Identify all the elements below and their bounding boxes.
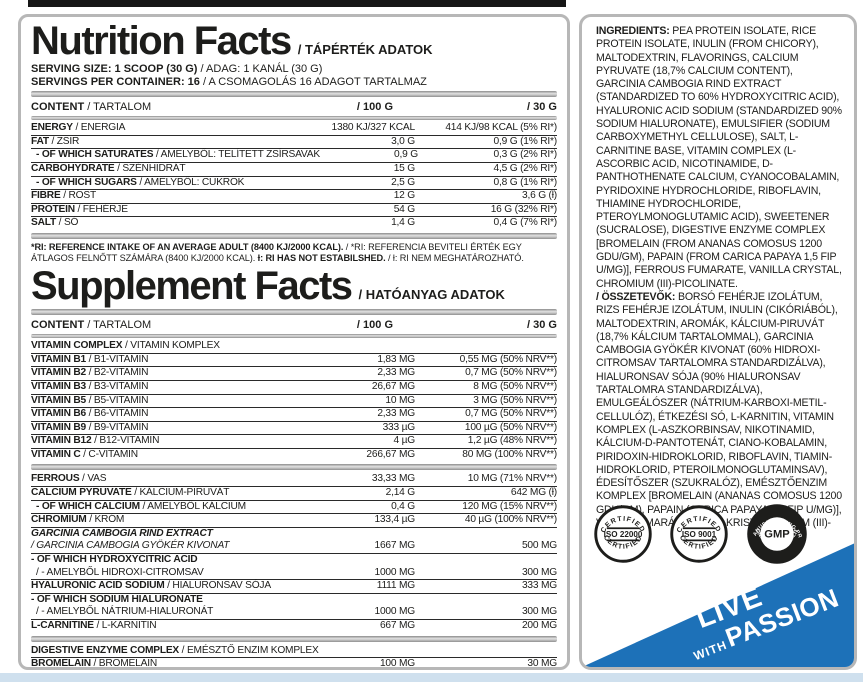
divider-bar	[31, 334, 557, 339]
table-row-fibre: FIBRE / ROST 12 G 3,6 G (ƚ)	[31, 189, 557, 202]
table-row-energy: ENERGY / ENERGIA 1380 KJ/327 KCAL 414 KJ/9…	[31, 122, 557, 134]
header-content: CONTENT / TARTALOM	[31, 319, 152, 332]
bottom-blue-band	[0, 673, 863, 682]
divider-bar	[31, 635, 557, 642]
header-content: CONTENT / TARTALOM	[31, 101, 152, 114]
servings-per-container-line: SERVINGS PER CONTAINER: 16 / A CSOMAGOLÁ…	[31, 76, 557, 89]
table-row-of-which-calcium: - OF WHICH CALCIUM / AMELYBŐL KÁLCIUM 0,4…	[31, 499, 557, 514]
table-row-vitamin-b5: VITAMIN B5 / B5-VITAMIN 10 MG 3 MG (50% NR…	[31, 393, 557, 406]
iso-22000-badge: CERTIFIED CERTIFIED ISO 22000	[594, 505, 652, 563]
divider-bar	[31, 91, 557, 98]
table-row-vitamin-b12: VITAMIN B12 / B12-VITAMIN 4 µG 1,2 µG (48%…	[31, 434, 557, 447]
table-row-vitamin-c: VITAMIN C / C-VITAMIN 266,67 MG 80 MG (100…	[31, 447, 557, 460]
gmp-badge: GOOD MANUFACTURING PRACTICE CONSISTENT Q…	[746, 503, 807, 564]
table-row-sodium-hialuronate: - OF WHICH SODIUM HIALURONATE / - AMELYB…	[31, 592, 557, 618]
table-row-vitamin-complex: VITAMIN COMPLEX / VITAMIN KOMPLEX	[31, 340, 220, 352]
table-row-vitamin-b2: VITAMIN B2 / B2-VITAMIN 2,33 MG 0,7 MG (50…	[31, 366, 557, 379]
divider-bar	[31, 232, 557, 239]
svg-text:ISO 9001: ISO 9001	[682, 530, 717, 539]
supplement-facts-title-en: Supplement Facts	[31, 264, 353, 309]
table-row-salt: SALT / SÓ 1,4 G 0,4 G (7% RI*)	[31, 216, 557, 229]
header-col-30g: / 30 G	[527, 101, 557, 114]
table-row-bromelain: BROMELAIN / BROMELAIN 100 MG 30 MG	[31, 657, 557, 670]
ingredients-text-en: INGREDIENTS: PEA PROTEIN ISOLATE, RICE P…	[596, 25, 842, 290]
supplement-table-header: CONTENT / TARTALOM / 100 G / 30 G	[31, 318, 557, 332]
svg-text:ISO 22000: ISO 22000	[604, 530, 643, 539]
table-row-hyaluronic-acid: HYALURONIC ACID SODIUM / HIALURONSAV SÓJ…	[31, 579, 557, 592]
table-row-garcinia-cambogia: GARCINIA CAMBOGIA RIND EXTRACT / GARCINI…	[31, 526, 557, 552]
header-col-100g: / 100 G	[356, 319, 393, 332]
supplement-facts-title-hu: / HATÓANYAG ADATOK	[358, 287, 505, 303]
iso-9001-badge: CERTIFIED CERTIFIED ISO 9001	[670, 505, 728, 563]
nutrition-table-header: CONTENT / TARTALOM / 100 G / 30 G	[31, 100, 557, 114]
table-row-chromium: CHROMIUM / KRÓM 133,4 µG 40 µG (100% NRV**…	[31, 513, 557, 526]
header-col-30g: / 30 G	[527, 319, 557, 332]
nutrition-facts-title-hu: / TÁPÉRTÉK ADATOK	[297, 42, 433, 57]
nutrition-table: ENERGY / ENERGIA 1380 KJ/327 KCAL 414 KJ/9…	[31, 122, 557, 230]
table-row-fat: FAT / ZSIR 3,0 G 0,9 G (1% RI*)	[31, 134, 557, 147]
table-row-vitamin-b6: VITAMIN B6 / B6-VITAMIN 2,33 MG 0,7 MG (50…	[31, 407, 557, 420]
servings-count: SERVINGS PER CONTAINER: 16	[31, 75, 200, 88]
table-row-vitamin-b1: VITAMIN B1 / B1-VITAMIN 1,83 MG 0,55 MG (5…	[31, 352, 557, 365]
table-row-sugars: - OF WHICH SUGARS / AMELYBŐL: CUKROK 2,5 …	[31, 175, 557, 190]
certification-badges: CERTIFIED CERTIFIED ISO 22000 CERTIFIED …	[594, 503, 808, 565]
supplement-facts-title: Supplement Facts / HATÓANYAG ADATOK	[31, 266, 557, 306]
serving-size-line: SERVING SIZE: 1 SCOOP (30 G) / ADAG: 1 K…	[31, 63, 557, 76]
table-row-vitamin-b9: VITAMIN B9 / B9-VITAMIN 333 µG 100 µG (50%…	[31, 420, 557, 433]
supplement-table-vitamins: VITAMIN COMPLEX / VITAMIN KOMPLEX VITAMI…	[31, 340, 557, 461]
header-col-100g: / 100 G	[356, 101, 393, 114]
divider-bar	[31, 309, 557, 316]
table-row-l-carnitine: L-CARNITINE / L-KARNITIN 667 MG 200 MG	[31, 619, 557, 631]
ingredients-panel: INGREDIENTS: PEA PROTEIN ISOLATE, RICE P…	[579, 14, 857, 670]
divider-bar	[31, 116, 557, 121]
table-row-saturates: - OF WHICH SATURATES / AMELYBŐL: TELÍTET…	[31, 148, 557, 162]
table-row-vitamin-b3: VITAMIN B3 / B3-VITAMIN 26,67 MG 8 MG (50%…	[31, 379, 557, 392]
supplement-table-enzymes: DIGESTIVE ENZYME COMPLEX / EMÉSZTŐ ENZIM…	[31, 644, 557, 670]
table-row-ferrous: FERROUS / VAS 33,33 MG 10 MG (71% NRV**)	[31, 473, 557, 485]
svg-text:GMP: GMP	[764, 529, 790, 541]
nutrition-facts-panel: Nutrition Facts / TÁPÉRTÉK ADATOK SERVING…	[18, 14, 570, 670]
nutrition-facts-title-en: Nutrition Facts	[31, 19, 292, 63]
table-row-calcium-pyruvate: CALCIUM PYRUVATE / KÁLCIUM-PIRUVÁT 2,14 G…	[31, 486, 557, 499]
serving-size-value: SERVING SIZE: 1 SCOOP (30 G)	[31, 63, 198, 75]
table-row-digestive-enzyme-complex: DIGESTIVE ENZYME COMPLEX / EMÉSZTŐ ENZIM…	[31, 644, 319, 656]
divider-bar	[31, 464, 557, 471]
ingredients-text-hu: / ÖSSZETEVŐK: BORSÓ FEHÉRJE IZOLÁTUM, RI…	[596, 290, 842, 542]
table-row-protein: PROTEIN / FEHÉRJE 54 G 16 G (32% RI*)	[31, 202, 557, 215]
ingredients-text: INGREDIENTS: PEA PROTEIN ISOLATE, RICE P…	[582, 17, 854, 544]
table-row-hydroxycitric-acid: - OF WHICH HYDROXYCITRIC ACID / - AMELYB…	[31, 553, 557, 578]
top-black-strip	[28, 0, 566, 7]
serving-size-value-hu: / ADAG: 1 KANÁL (30 G)	[197, 63, 323, 75]
nutrition-footnote: *RI: REFERENCE INTAKE OF AN AVERAGE ADUL…	[31, 241, 524, 263]
nutrition-facts-title: Nutrition Facts / TÁPÉRTÉK ADATOK	[31, 21, 557, 61]
supplement-table-minerals: FERROUS / VAS 33,33 MG 10 MG (71% NRV**) C…	[31, 473, 557, 632]
servings-count-hu: / A CSOMAGOLÁS 16 ADAGOT TARTALMAZ	[199, 75, 427, 88]
table-row-carbohydrate: CARBOHYDRATE / SZÉNHIDRÁT 15 G 4,5 G (2% R…	[31, 161, 557, 174]
